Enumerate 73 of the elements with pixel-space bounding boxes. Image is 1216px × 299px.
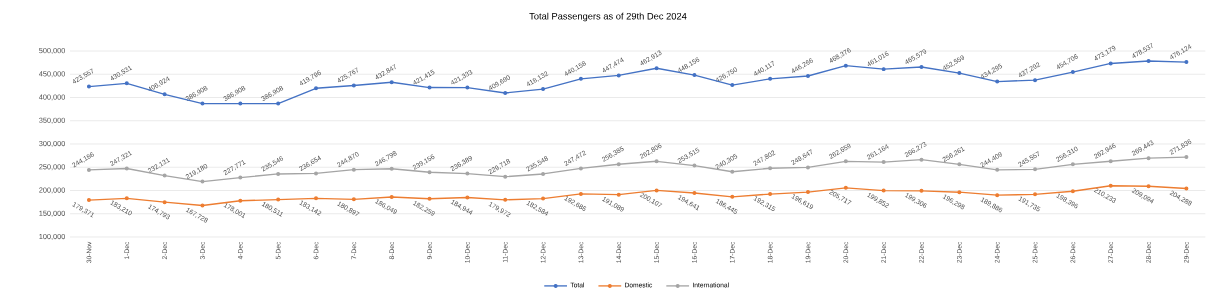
point xyxy=(314,171,319,176)
point xyxy=(578,191,583,196)
point xyxy=(503,174,508,179)
point xyxy=(843,159,848,164)
point xyxy=(200,203,205,208)
point xyxy=(919,65,924,70)
point xyxy=(427,85,432,90)
point xyxy=(578,76,583,81)
point xyxy=(200,101,205,106)
point xyxy=(124,166,129,171)
point xyxy=(730,83,735,88)
point xyxy=(389,80,394,85)
point xyxy=(276,101,281,106)
point xyxy=(238,198,243,203)
point xyxy=(86,84,91,89)
point xyxy=(162,173,167,178)
point xyxy=(1184,155,1189,160)
point xyxy=(1108,61,1113,66)
point xyxy=(238,175,243,180)
point xyxy=(730,169,735,174)
point xyxy=(314,86,319,91)
point xyxy=(1108,159,1113,164)
point xyxy=(1070,70,1075,75)
point xyxy=(692,190,697,195)
point xyxy=(919,157,924,162)
point xyxy=(1033,78,1038,83)
point xyxy=(768,76,773,81)
point xyxy=(805,165,810,170)
point xyxy=(389,166,394,171)
point xyxy=(843,185,848,190)
point xyxy=(957,71,962,76)
point xyxy=(351,167,356,172)
point xyxy=(389,194,394,199)
chart-title: Total Passengers as of 29th Dec 2024 xyxy=(529,12,687,22)
point xyxy=(503,90,508,95)
point xyxy=(465,171,470,176)
point xyxy=(541,196,546,201)
point xyxy=(465,85,470,90)
point xyxy=(1108,183,1113,188)
point xyxy=(616,73,621,78)
point xyxy=(995,79,1000,84)
point xyxy=(1184,60,1189,65)
point xyxy=(881,67,886,72)
point xyxy=(616,192,621,197)
point xyxy=(616,162,621,167)
point xyxy=(1070,162,1075,167)
point xyxy=(200,179,205,184)
point xyxy=(465,195,470,200)
point xyxy=(768,166,773,171)
point xyxy=(503,197,508,202)
point xyxy=(427,170,432,175)
point xyxy=(881,188,886,193)
point xyxy=(351,83,356,88)
point xyxy=(427,196,432,201)
point xyxy=(957,162,962,167)
point xyxy=(881,160,886,165)
point xyxy=(238,101,243,106)
point xyxy=(541,87,546,92)
point xyxy=(730,194,735,199)
point xyxy=(1033,167,1038,172)
point xyxy=(162,92,167,97)
point xyxy=(654,66,659,71)
point xyxy=(654,159,659,164)
point xyxy=(919,188,924,193)
point xyxy=(692,163,697,168)
point xyxy=(1146,156,1151,161)
point xyxy=(578,166,583,171)
point xyxy=(1146,58,1151,63)
point xyxy=(692,73,697,78)
point xyxy=(805,73,810,78)
point xyxy=(276,197,281,202)
point xyxy=(843,63,848,68)
point xyxy=(124,81,129,86)
